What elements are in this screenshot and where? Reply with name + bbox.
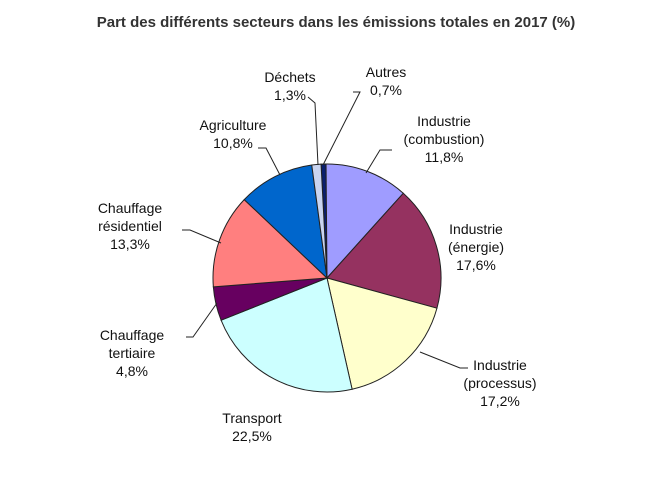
slice-name-label: Transport (222, 410, 282, 426)
pie-slice (326, 192, 442, 309)
leader-line (186, 302, 218, 338)
slice-value-label: 17,6% (456, 257, 496, 273)
slice-name-label: résidentiel (98, 218, 162, 234)
slice-value-label: 1,3% (274, 87, 306, 103)
slice-name-label: Autres (366, 64, 406, 80)
slice-value-label: 10,8% (213, 135, 253, 151)
slice-name-label: (énergie) (448, 239, 504, 255)
leader-line (365, 149, 392, 174)
slice-name-label: Industrie (473, 357, 527, 373)
slice-label: Chauffage tertiaire 4,8% (100, 327, 165, 379)
slice-label: Industrie (processus) 17,2% (463, 357, 536, 409)
slice-value-label: 11,8% (425, 149, 464, 165)
slice-label: Industrie (combustion) 11,8% (404, 113, 485, 165)
leader-line (258, 147, 281, 176)
slice-name-label: Chauffage (98, 200, 163, 216)
pie-slice (326, 277, 438, 390)
pie-slice (212, 198, 329, 288)
leader-line (182, 229, 222, 244)
slice-label: Chauffage résidentiel 13,3% (98, 200, 163, 252)
pie-slice (311, 163, 328, 279)
pie-slice (243, 164, 328, 280)
slice-name-label: tertiaire (109, 345, 156, 361)
leader-line (307, 96, 319, 166)
slice-labels: Autres 0,7%Industrie (combustion) 11,8%Indu… (98, 64, 537, 444)
slice-name-label: Industrie (417, 113, 471, 129)
slice-name-label: (combustion) (404, 131, 485, 147)
slice-value-label: 22,5% (232, 428, 272, 444)
leader-line (322, 91, 361, 166)
slice-value-label: 4,8% (116, 363, 148, 379)
slice-label: Agriculture 10,8% (200, 117, 267, 151)
pie-slice (220, 277, 353, 393)
slice-value-label: 17,2% (480, 393, 520, 409)
slice-label: Autres 0,7% (366, 64, 406, 98)
slice-label: Industrie (énergie) 17,6% (448, 221, 504, 273)
slice-name-label: Chauffage (100, 327, 165, 343)
slice-value-label: 13,3% (110, 236, 150, 252)
pie-slices (212, 163, 442, 393)
chart-title: Part des différents secteurs dans les ém… (96, 14, 576, 31)
leader-line (419, 351, 468, 369)
slice-label: Transport 22,5% (222, 410, 282, 444)
slice-name-label: Industrie (449, 221, 503, 237)
slice-value-label: 0,7% (370, 82, 402, 98)
slice-name-label: Déchets (264, 69, 315, 85)
slice-name-label: Agriculture (200, 117, 267, 133)
leader-lines (182, 91, 468, 369)
slice-label: Déchets 1,3% (264, 69, 315, 103)
slice-name-label: (processus) (463, 375, 536, 391)
